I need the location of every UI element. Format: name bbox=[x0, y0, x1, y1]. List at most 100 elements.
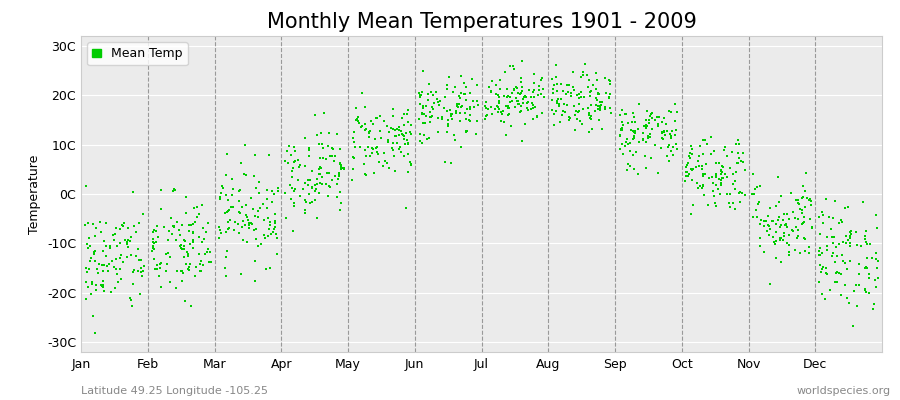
Point bbox=[535, 75, 549, 82]
Point bbox=[813, 262, 827, 269]
Point bbox=[394, 128, 409, 134]
Point bbox=[181, 253, 195, 259]
Point bbox=[708, 203, 723, 210]
Point bbox=[653, 145, 668, 152]
Point bbox=[765, 218, 779, 224]
Point bbox=[376, 150, 391, 156]
Point bbox=[454, 104, 469, 110]
Point bbox=[518, 121, 532, 128]
Point bbox=[298, 210, 312, 216]
Point bbox=[595, 126, 609, 132]
Point bbox=[304, 185, 319, 191]
Point bbox=[801, 244, 815, 250]
Point bbox=[453, 118, 467, 124]
Point bbox=[281, 160, 295, 166]
Point bbox=[778, 230, 792, 236]
Point bbox=[404, 131, 419, 138]
Point bbox=[554, 80, 568, 87]
Point bbox=[213, 227, 228, 234]
Point bbox=[225, 192, 239, 198]
Point bbox=[698, 137, 712, 143]
Point bbox=[714, 180, 728, 186]
Point bbox=[130, 246, 145, 252]
Point bbox=[103, 243, 117, 249]
Point bbox=[616, 125, 630, 132]
Point bbox=[568, 112, 582, 118]
Point bbox=[803, 196, 817, 202]
Point bbox=[844, 231, 859, 238]
Point bbox=[580, 83, 595, 90]
Point bbox=[561, 89, 575, 96]
Point bbox=[592, 103, 607, 109]
Point bbox=[738, 166, 752, 173]
Point bbox=[147, 240, 161, 246]
Point bbox=[803, 216, 817, 222]
Point bbox=[448, 110, 463, 116]
Point bbox=[526, 94, 541, 100]
Point bbox=[840, 295, 854, 301]
Point bbox=[337, 165, 351, 171]
Point bbox=[707, 148, 722, 154]
Point bbox=[174, 242, 188, 248]
Point bbox=[771, 198, 786, 205]
Point bbox=[577, 61, 591, 67]
Point bbox=[453, 95, 467, 101]
Point bbox=[445, 115, 459, 122]
Point bbox=[269, 250, 284, 257]
Point bbox=[362, 134, 376, 140]
Point bbox=[99, 219, 113, 226]
Point bbox=[219, 254, 233, 261]
Point bbox=[491, 100, 506, 106]
Point bbox=[526, 80, 541, 86]
Point bbox=[359, 153, 374, 160]
Point bbox=[386, 113, 400, 119]
Point bbox=[778, 222, 792, 229]
Point bbox=[639, 117, 653, 124]
Point bbox=[392, 127, 406, 133]
Point bbox=[590, 97, 605, 103]
Point bbox=[459, 127, 473, 134]
Point bbox=[418, 111, 432, 117]
Point bbox=[697, 151, 711, 157]
Point bbox=[177, 237, 192, 243]
Point bbox=[186, 237, 201, 243]
Point bbox=[804, 202, 818, 208]
Point bbox=[796, 218, 811, 225]
Point bbox=[859, 238, 873, 245]
Point bbox=[745, 171, 760, 178]
Point bbox=[259, 187, 274, 193]
Point bbox=[403, 122, 418, 128]
Point bbox=[263, 219, 277, 226]
Point bbox=[151, 234, 166, 241]
Point bbox=[469, 130, 483, 137]
Point bbox=[613, 132, 627, 138]
Point bbox=[545, 90, 560, 96]
Point bbox=[333, 161, 347, 167]
Point bbox=[252, 178, 266, 185]
Point bbox=[720, 191, 734, 197]
Point bbox=[668, 118, 682, 124]
Point bbox=[796, 220, 810, 226]
Point bbox=[695, 184, 709, 191]
Point bbox=[776, 237, 790, 244]
Point bbox=[586, 82, 600, 88]
Point bbox=[231, 198, 246, 204]
Point bbox=[310, 181, 324, 187]
Point bbox=[94, 229, 108, 236]
Point bbox=[224, 176, 238, 182]
Point bbox=[869, 256, 884, 262]
Point bbox=[102, 261, 116, 267]
Point bbox=[813, 245, 827, 252]
Point bbox=[575, 120, 590, 127]
Point bbox=[510, 98, 525, 104]
Point bbox=[692, 153, 706, 159]
Point bbox=[244, 221, 258, 227]
Point bbox=[858, 286, 872, 293]
Point bbox=[368, 136, 382, 142]
Point bbox=[591, 91, 606, 97]
Point bbox=[760, 228, 775, 235]
Point bbox=[176, 254, 191, 260]
Point bbox=[496, 108, 510, 114]
Point bbox=[771, 174, 786, 180]
Point bbox=[285, 168, 300, 174]
